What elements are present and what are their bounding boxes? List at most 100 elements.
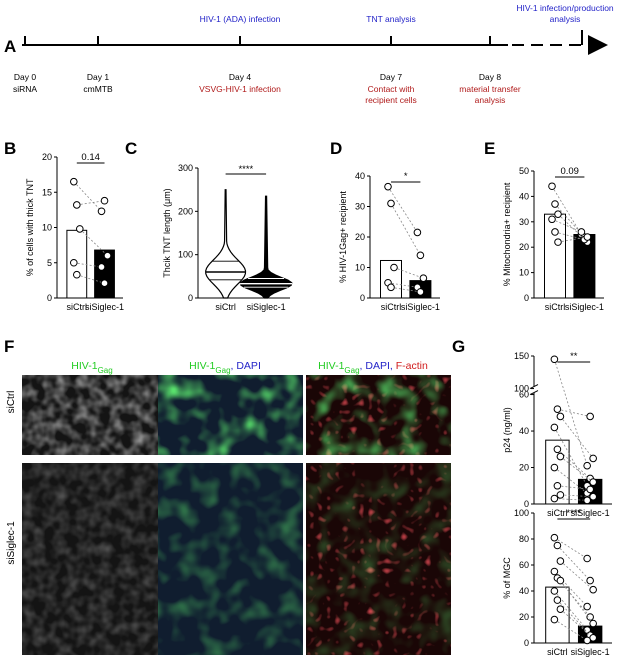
bar-sictrl (545, 586, 570, 644)
paired-line (73, 181, 102, 212)
x-tick-label: siCtrl (67, 302, 88, 312)
data-point (577, 228, 586, 236)
future-label-line1: HIV-1 infection/production (516, 3, 614, 13)
y-tick-label: 60 (519, 390, 529, 400)
y-tick-label: 40 (519, 191, 529, 201)
data-point (100, 196, 109, 205)
data-point (586, 613, 594, 621)
paired-line (557, 545, 591, 581)
micro-texture (22, 375, 167, 455)
data-point (556, 412, 565, 421)
data-point (76, 225, 84, 233)
paired-line (557, 485, 591, 490)
timeline-event-label-2: recipient cells (365, 95, 417, 105)
x-tick-label: siSiglec-1 (571, 647, 610, 657)
paired-line (76, 274, 105, 284)
y-tick-label: 20 (355, 232, 365, 242)
y-axis-label: p24 (ng/ml) (502, 407, 512, 453)
x-tick-label: siSiglec-1 (85, 302, 124, 312)
paired-line (557, 448, 591, 479)
y-axis-label: % of MGC (502, 557, 512, 599)
y-tick-label: 50 (519, 166, 529, 176)
panel-letter-g: G (452, 337, 465, 356)
timeline-above-label: HIV-1 (ADA) infection (200, 14, 281, 24)
data-point (416, 251, 425, 260)
significance-label: * (404, 171, 408, 182)
bar-sisiglec (94, 249, 115, 299)
data-point (556, 576, 565, 585)
y-axis-label: % Mitochondria+ recipient (502, 182, 512, 286)
data-point (390, 263, 398, 272)
paired-line (551, 186, 582, 235)
x-tick-label: siCtrl (215, 302, 236, 312)
data-point (589, 492, 597, 501)
future-label-line2: analysis (550, 14, 581, 24)
paired-line (560, 580, 594, 624)
data-point (589, 454, 597, 463)
y-tick-label: 30 (519, 217, 529, 227)
bar-sictrl (544, 213, 566, 299)
data-point (73, 270, 81, 279)
paired-line (554, 619, 588, 641)
x-tick-label: siCtrl (547, 508, 568, 518)
data-point (583, 496, 591, 505)
panel-letter-f: F (4, 337, 14, 356)
chart-c-violin: 0 100 200 300 Thcik TNT length (μm) siCtrl siS… (162, 163, 293, 312)
y-tick-label: 15 (42, 187, 52, 197)
paired-line (554, 537, 588, 559)
significance-label: 0.14 (81, 152, 100, 163)
y-tick-label: 0 (524, 293, 529, 303)
paired-line (390, 203, 421, 256)
paired-line (557, 599, 591, 636)
paired-line (393, 267, 424, 279)
y-tick-label: 200 (178, 206, 193, 216)
y-tick-label: 0 (360, 293, 365, 303)
y-tick-label: 20 (519, 612, 529, 622)
timeline-event-label: material transfer (459, 84, 521, 94)
data-point (550, 533, 559, 542)
data-point (589, 585, 597, 594)
micro-tile-r0-c0 (22, 375, 167, 455)
data-point (100, 279, 109, 287)
y-tick-label: 20 (519, 463, 529, 473)
data-point (553, 405, 562, 413)
timeline-event-label-2: analysis (475, 95, 506, 105)
x-tick-label: siSiglec-1 (401, 302, 440, 312)
significance-label: ** (570, 351, 578, 362)
data-point (583, 602, 591, 611)
data-point (550, 423, 559, 432)
data-point (586, 576, 594, 585)
paired-line (554, 467, 588, 494)
data-point (556, 491, 565, 499)
paired-line (560, 494, 594, 498)
chart-b: 0 5 10 15 20 % of cells with thick TNT siCtrls… (25, 152, 124, 312)
y-tick-label: 20 (519, 242, 529, 252)
data-point (583, 233, 592, 241)
data-point (550, 355, 559, 364)
data-point (548, 215, 556, 224)
micro-texture (22, 463, 167, 655)
data-point (553, 541, 562, 550)
data-point (103, 251, 112, 260)
micro-tile-r1-c1 (158, 463, 303, 655)
chart-e: 0 10 20 30 40 50 % Mitochondria+ recipient siCt… (502, 166, 604, 312)
x-tick-label: siCtrl (547, 647, 568, 657)
paired-line (554, 359, 588, 466)
x-tick-label: siCtrl (545, 302, 566, 312)
y-tick-label: 80 (519, 534, 529, 544)
data-point (97, 263, 106, 271)
paired-line (390, 286, 421, 293)
x-tick-label: siSiglec-1 (247, 302, 286, 312)
y-tick-label: 0 (524, 638, 529, 648)
row-label-sisiglec: siSiglec-1 (6, 521, 17, 565)
data-point (553, 596, 562, 604)
col-title-gag-dapi-factin: HIV-1Gag, DAPI, F-actin (318, 360, 428, 375)
data-point (550, 463, 559, 472)
micro-texture (158, 375, 303, 455)
y-tick-label: 300 (178, 163, 193, 173)
data-point (554, 210, 562, 218)
y-tick-label: 0 (188, 293, 193, 303)
y-tick-label: 20 (42, 152, 52, 162)
